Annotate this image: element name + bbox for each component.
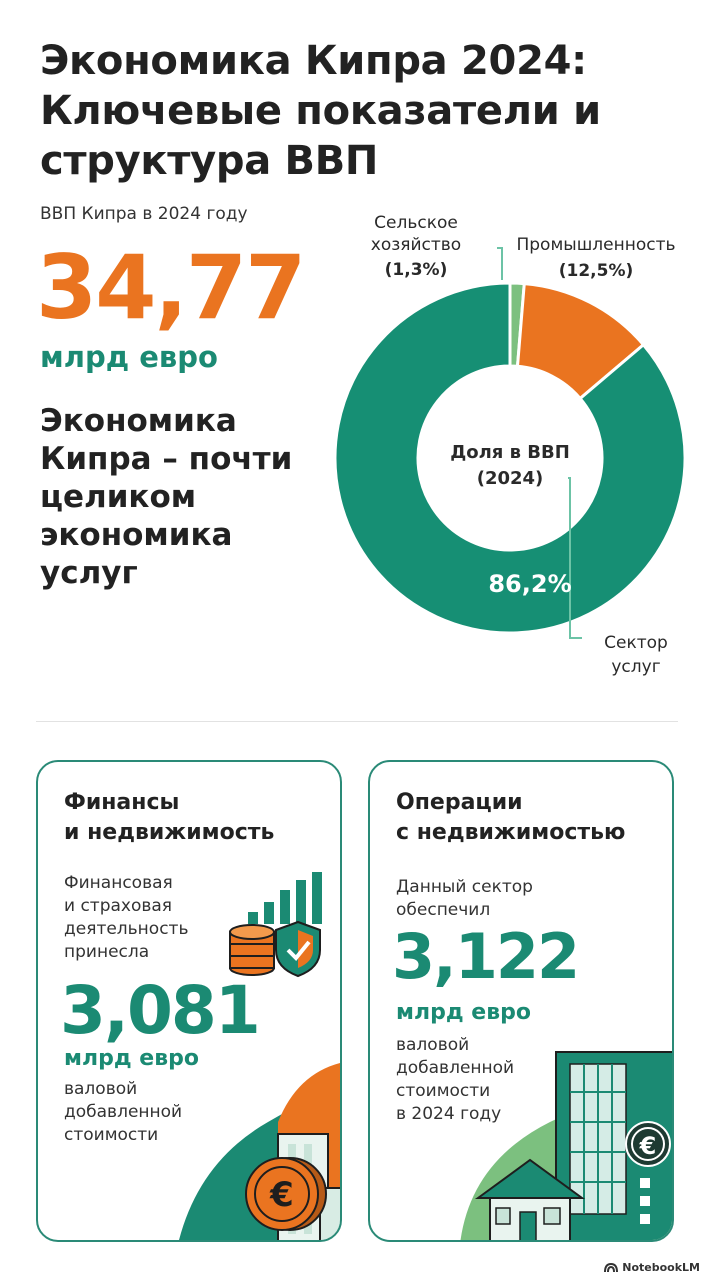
real-estate-illustration: € [460, 1051, 672, 1240]
slice-label-services-name: Сектор [604, 633, 668, 653]
donut-center-label: Доля в ВВП [450, 442, 570, 463]
headline: Экономика Кипра – почти целиком экономик… [40, 403, 293, 591]
slice-label-agriculture-name: хозяйство [371, 235, 461, 255]
slice-label-industry-name: Промышленность [516, 235, 675, 255]
finance-illustration: € [179, 1063, 340, 1240]
card-intro-text: Финансовая и страховая деятельность прин… [64, 873, 189, 962]
real-estate-card: Операции с недвижимостью Данный сектор о… [368, 760, 674, 1242]
card-intro-text: Данный сектор обеспечил [396, 877, 533, 920]
page-title: Экономика Кипра 2024: Ключевые показател… [40, 38, 601, 184]
donut-center-year: (2024) [477, 468, 544, 489]
svg-text:€: € [639, 1132, 657, 1160]
gdp-unit: млрд евро [40, 340, 218, 374]
card-unit: млрд евро [396, 1000, 531, 1025]
card-title: Операции с недвижимостью [396, 790, 626, 845]
gdp-value: 34,77 [36, 236, 306, 339]
card-title: Финансы и недвижимость [64, 790, 275, 845]
card-outro-text: валовой добавленной стоимости [64, 1079, 183, 1145]
section-divider [36, 721, 678, 722]
card-outro-text: валовой добавленной стоимости в 2024 год… [396, 1035, 515, 1124]
shield-check-icon [275, 920, 321, 978]
card-unit: млрд евро [64, 1046, 199, 1071]
euro-coin-icon: € [245, 1157, 327, 1231]
donut-slice-services [333, 281, 687, 635]
notebooklm-logo-icon [604, 1262, 619, 1272]
slice-label-services-value: 86,2% [488, 570, 571, 598]
card-value: 3,081 [60, 972, 261, 1049]
brand-footer: NotebookLM [604, 1261, 700, 1274]
svg-text:€: € [269, 1175, 294, 1215]
bar-chart-icon [229, 872, 322, 978]
card-value: 3,122 [392, 920, 580, 993]
brand-name: NotebookLM [622, 1261, 700, 1274]
leader-line-services [568, 477, 582, 639]
house-icon [474, 1158, 586, 1240]
slice-label-agriculture-name: Сельское [374, 213, 458, 233]
slice-label-industry-value: (12,5%) [559, 261, 634, 281]
finance-card: Финансы и недвижимость Финансовая и стра… [36, 760, 342, 1242]
gdp-label: ВВП Кипра в 2024 году [40, 204, 248, 224]
slice-label-services-name: услуг [611, 657, 660, 677]
coin-stack-icon [229, 924, 275, 976]
gdp-structure-donut-chart: Доля в ВВП (2024) Сельское хозяйство (1,… [333, 213, 687, 677]
leader-line-agriculture [497, 247, 503, 280]
slice-label-agriculture-value: (1,3%) [385, 260, 448, 280]
euro-sign-icon: € [625, 1121, 671, 1167]
